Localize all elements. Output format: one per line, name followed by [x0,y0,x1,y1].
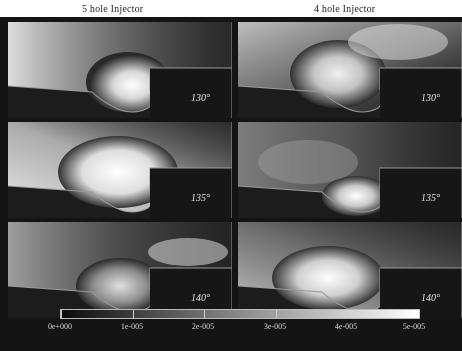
colorbar [60,309,420,319]
colorbar-label-2: 2e-005 [191,322,215,331]
panel-5hole-140: 140° [8,222,232,318]
panel-4hole-130: 130° [238,22,462,118]
contour-plot-5hole-135 [8,122,232,218]
colorbar-tick [419,310,420,318]
column-header-5-hole: 5 hole Injector [82,4,144,15]
angle-label: 135° [421,193,440,204]
colorbar-label-5: 5e-005 [402,322,426,331]
colorbar-tick [347,310,349,318]
colorbar-tick [132,310,134,318]
column-header-4-hole: 4 hole Injector [314,4,376,15]
panel-5hole-130: 130° [8,22,232,118]
contour-figure: 130° 13 [0,17,462,351]
panel-4hole-135: 135° [238,122,462,218]
panel-4hole-140: 140° [238,222,462,318]
colorbar-label-0: 0e+000 [47,322,73,331]
contour-plot-4hole-140 [238,222,462,318]
angle-label: 130° [421,93,440,104]
colorbar-tick [61,310,62,318]
contour-plot-4hole-130 [238,22,462,118]
contour-plot-4hole-135 [238,122,462,218]
contour-plot-5hole-130 [8,22,232,118]
colorbar-label-3: 3e-005 [263,322,287,331]
angle-label: 140° [191,293,210,304]
angle-label: 140° [421,293,440,304]
angle-label: 135° [191,193,210,204]
panel-5hole-135: 135° [8,122,232,218]
colorbar-label-4: 4e-005 [334,322,358,331]
colorbar-label-1: 1e-005 [120,322,144,331]
contour-plot-5hole-140 [8,222,232,318]
colorbar-tick [204,310,206,318]
colorbar-tick [275,310,277,318]
angle-label: 130° [191,93,210,104]
